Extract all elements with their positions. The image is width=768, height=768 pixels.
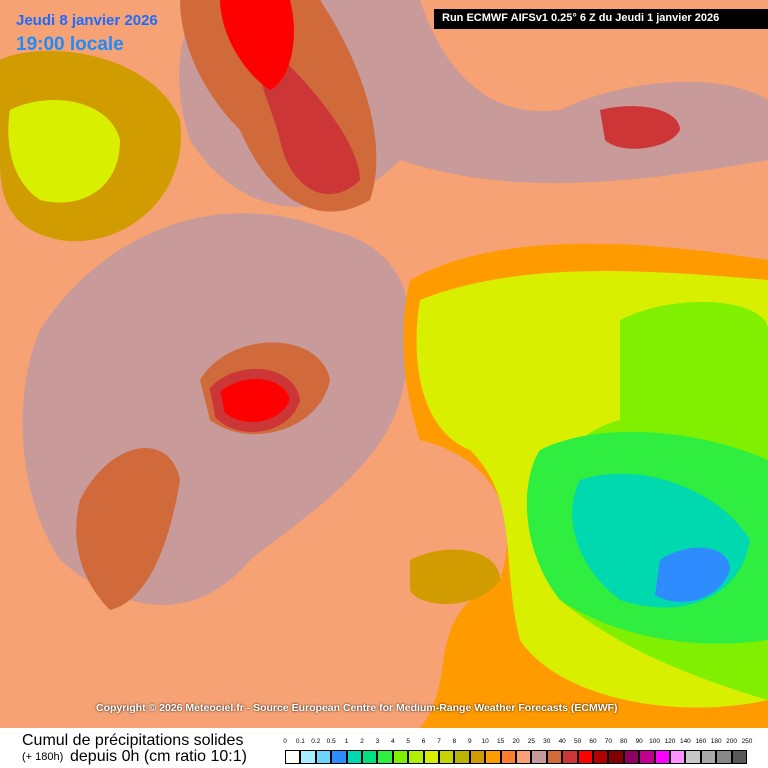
legend-swatch (331, 750, 347, 764)
caption-lead: (+ 180h) (22, 751, 64, 763)
legend: 0 0.1 0.2 0.5 1 2 3 4 5 6 7 8 9 10 15 20 25 30 40 50 60 70 80 9… (283, 736, 765, 766)
legend-swatch (654, 750, 670, 764)
legend-label: 4 (390, 738, 395, 745)
legend-swatch (608, 750, 624, 764)
date-label: Jeudi 8 janvier 2026 (16, 12, 158, 29)
legend-label: 2 (360, 738, 364, 745)
copyright: Copyright © 2026 Meteociel.fr - Source E… (96, 702, 618, 714)
legend-label: 7 (437, 738, 441, 745)
legend-label: 90 (635, 738, 643, 745)
legend-swatch (516, 750, 532, 764)
run-label: Run ECMWF AIFSv1 0.25° 6 Z du Jeudi 1 ja… (442, 12, 720, 24)
legend-swatch (577, 750, 593, 764)
zone (76, 447, 180, 610)
legend-label: 250 (741, 738, 753, 745)
zone (209, 369, 301, 432)
legend-swatch (315, 750, 332, 764)
legend-swatch (454, 750, 470, 764)
legend-swatch (593, 750, 609, 764)
legend-label: 6 (421, 738, 426, 745)
legend-swatch (623, 750, 640, 764)
legend-label: 100 (649, 738, 661, 745)
legend-swatch (377, 750, 393, 764)
legend-swatch (469, 750, 486, 764)
legend-swatch (639, 750, 655, 764)
legend-label: 0 (283, 738, 287, 745)
map (0, 0, 768, 728)
legend-swatch (362, 750, 378, 764)
run-banner (434, 9, 768, 29)
legend-swatch (731, 750, 747, 764)
zone (655, 547, 730, 602)
legend-swatch (531, 750, 547, 764)
zone (8, 100, 121, 203)
legend-label: 20 (512, 738, 520, 745)
legend-label: 0.5 (326, 738, 336, 745)
legend-label: 70 (604, 738, 612, 745)
legend-swatch (716, 750, 732, 764)
legend-swatch (562, 750, 578, 764)
legend-label: 180 (710, 738, 722, 745)
zone (410, 549, 500, 604)
legend-label: 120 (664, 738, 676, 745)
legend-label: 25 (527, 738, 535, 745)
legend-label: 5 (406, 738, 410, 745)
caption-title: Cumul de précipitations solides (22, 732, 244, 749)
legend-swatch (670, 750, 686, 764)
legend-swatch (300, 750, 316, 764)
legend-swatch (700, 750, 717, 764)
zone (600, 106, 680, 149)
legend-label: 160 (695, 738, 707, 745)
legend-swatch (685, 750, 701, 764)
legend-swatch (392, 750, 409, 764)
time-label: 19:00 locale (16, 34, 124, 55)
zone (220, 0, 294, 90)
legend-label: 40 (558, 738, 566, 745)
legend-label: 10 (481, 738, 489, 745)
legend-label: 50 (573, 738, 582, 745)
legend-label: 1 (344, 738, 349, 745)
legend-swatch (346, 750, 362, 764)
zone (257, 40, 360, 195)
legend-swatch (285, 750, 301, 764)
legend-swatch (439, 750, 455, 764)
legend-swatch (500, 750, 516, 764)
legend-label: 80 (620, 738, 628, 745)
legend-swatch (423, 750, 439, 764)
legend-label: 140 (679, 738, 691, 745)
caption-subtitle: depuis 0h (cm ratio 10:1) (70, 748, 247, 765)
legend-label: 0.2 (311, 738, 321, 745)
legend-label: 30 (543, 738, 551, 745)
legend-label: 0.1 (295, 738, 305, 745)
legend-label: 8 (452, 738, 457, 745)
legend-label: 60 (589, 738, 597, 745)
legend-label: 200 (726, 738, 738, 745)
legend-label: 15 (496, 738, 505, 745)
legend-label: 3 (375, 738, 380, 745)
legend-label: 9 (467, 738, 472, 745)
legend-swatch (546, 750, 563, 764)
legend-swatch (485, 750, 501, 764)
legend-swatch (408, 750, 424, 764)
